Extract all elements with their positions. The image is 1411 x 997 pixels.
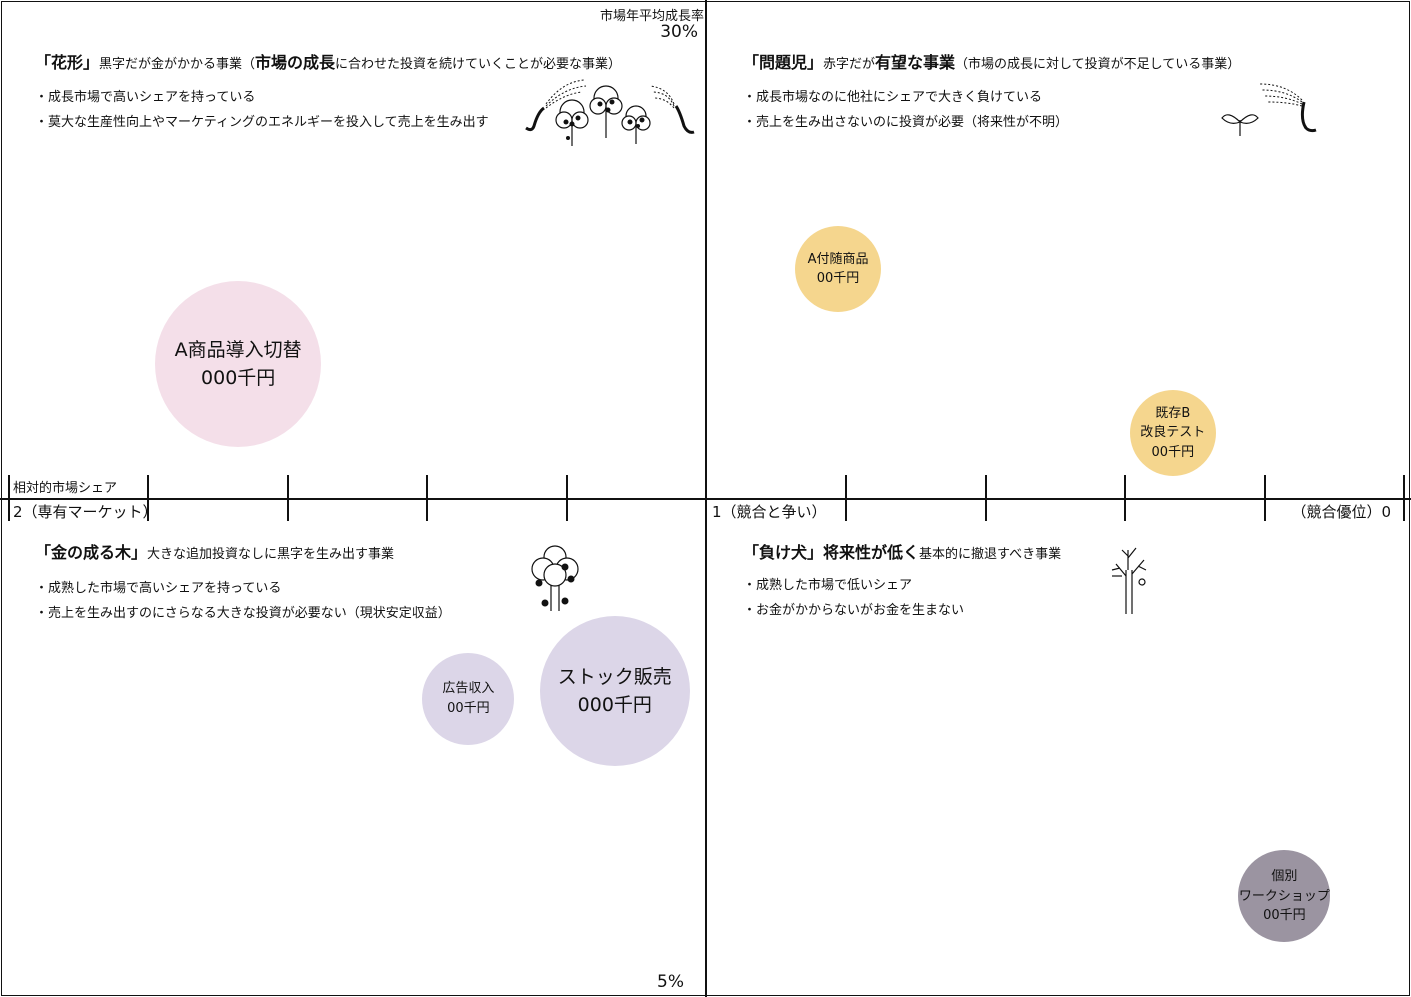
bubble-label: 個別ワークショップ 00千円 — [1239, 867, 1330, 926]
bubble-label-line: 既存B — [1155, 405, 1191, 421]
bubble-point: 広告収入 00千円 — [422, 652, 515, 745]
y-axis-title: 市場年平均成長率 — [599, 9, 704, 24]
axis-tick — [566, 475, 568, 521]
bubble-label-line: 00千円 — [816, 271, 860, 287]
bubble-label-line: 広告収入 — [442, 681, 495, 697]
axis-tick — [287, 475, 289, 521]
cow-bullet: ・成熟した市場で高いシェアを持っている — [35, 581, 282, 596]
question-bullet: ・売上を生み出さないのに投資が必要（将来性が不明） — [743, 115, 1069, 130]
bubble-label: A付随商品 00千円 — [808, 250, 869, 289]
sprout-sprinkler-icon — [1221, 83, 1317, 136]
bubble-label-line: A商品導入切替 — [174, 338, 302, 361]
bubble-point: 個別ワークショップ 00千円 — [1238, 850, 1331, 943]
bubble-label: A商品導入切替 000千円 — [175, 336, 302, 393]
star-quadrant-title: 「花形」黒字だが金がかかる事業（市場の成長に合わせた投資を続けていくことが必要な… — [35, 53, 622, 72]
star-bullet: ・莫大な生産性向上やマーケティングのエネルギーを投入して売上を生み出す — [35, 115, 489, 130]
bubble-label-line: 個別 — [1271, 869, 1298, 885]
axis-tick — [1403, 475, 1405, 521]
x-axis-mid-label: 1（競合と争い） — [712, 503, 827, 521]
dog-bullet: ・成熟した市場で低いシェア — [743, 578, 913, 593]
bubble-label: ストック販売 000千円 — [558, 663, 672, 720]
bubble-label-line: ワークショップ — [1238, 888, 1330, 904]
fruit-tree-icon — [531, 545, 579, 611]
axis-tick — [985, 475, 987, 521]
cow-bullet: ・売上を生み出すのにさらなる大きな投資が必要ない（現状安定収益） — [35, 606, 451, 621]
y-axis-min-label: 5% — [657, 972, 684, 992]
bubble-label-line: 000千円 — [577, 694, 652, 717]
bubble-label: 既存B 改良テスト 00千円 — [1140, 404, 1205, 463]
bubble-point: A付随商品 00千円 — [795, 226, 882, 313]
bubble-label: 広告収入 00千円 — [442, 679, 494, 718]
x-axis-left-label: 2（専有マーケット） — [13, 503, 158, 521]
dog-bullet: ・お金がかからないがお金を生まない — [743, 603, 965, 618]
axis-tick — [426, 475, 428, 521]
bubble-label-line: A付随商品 — [807, 251, 869, 267]
axis-tick — [845, 475, 847, 521]
bubble-label-line: 改良テスト — [1140, 425, 1206, 441]
axis-tick — [1124, 475, 1126, 521]
axis-tick — [147, 475, 149, 521]
cow-quadrant-title: 「金の成る木」大きな追加投資なしに黒字を生み出す事業 — [35, 543, 395, 562]
bubble-label-line: 00千円 — [447, 700, 490, 716]
bubble-label-line: 00千円 — [1263, 908, 1306, 924]
bare-tree-icon — [1111, 547, 1147, 614]
axis-tick — [8, 475, 10, 521]
question-quadrant-title: 「問題児」赤字だが有望な事業（市場の成長に対して投資が不足している事業） — [743, 53, 1241, 72]
bubble-label-line: 000千円 — [201, 367, 276, 390]
x-axis-right-label: （競合優位）0 — [1291, 503, 1391, 521]
bubble-label-line: ストック販売 — [557, 665, 672, 688]
star-bullet: ・成長市場で高いシェアを持っている — [35, 90, 256, 105]
axis-tick — [1264, 475, 1266, 521]
sprinkler-trees-icon — [525, 79, 695, 146]
x-axis-title: 相対的市場シェア — [13, 481, 118, 496]
bubble-point: 既存B 改良テスト 00千円 — [1129, 389, 1216, 476]
question-bullet: ・成長市場なのに他社にシェアで大きく負けている — [743, 90, 1043, 105]
bubble-point: ストック販売 000千円 — [539, 616, 690, 767]
horizontal-axis-line — [0, 498, 1411, 500]
y-axis-max-label: 30% — [660, 22, 698, 42]
bubble-label-line: 00千円 — [1151, 444, 1195, 460]
bubble-point: A商品導入切替 000千円 — [155, 281, 322, 448]
dog-quadrant-title: 「負け犬」将来性が低く基本的に撤退すべき事業 — [743, 543, 1062, 562]
